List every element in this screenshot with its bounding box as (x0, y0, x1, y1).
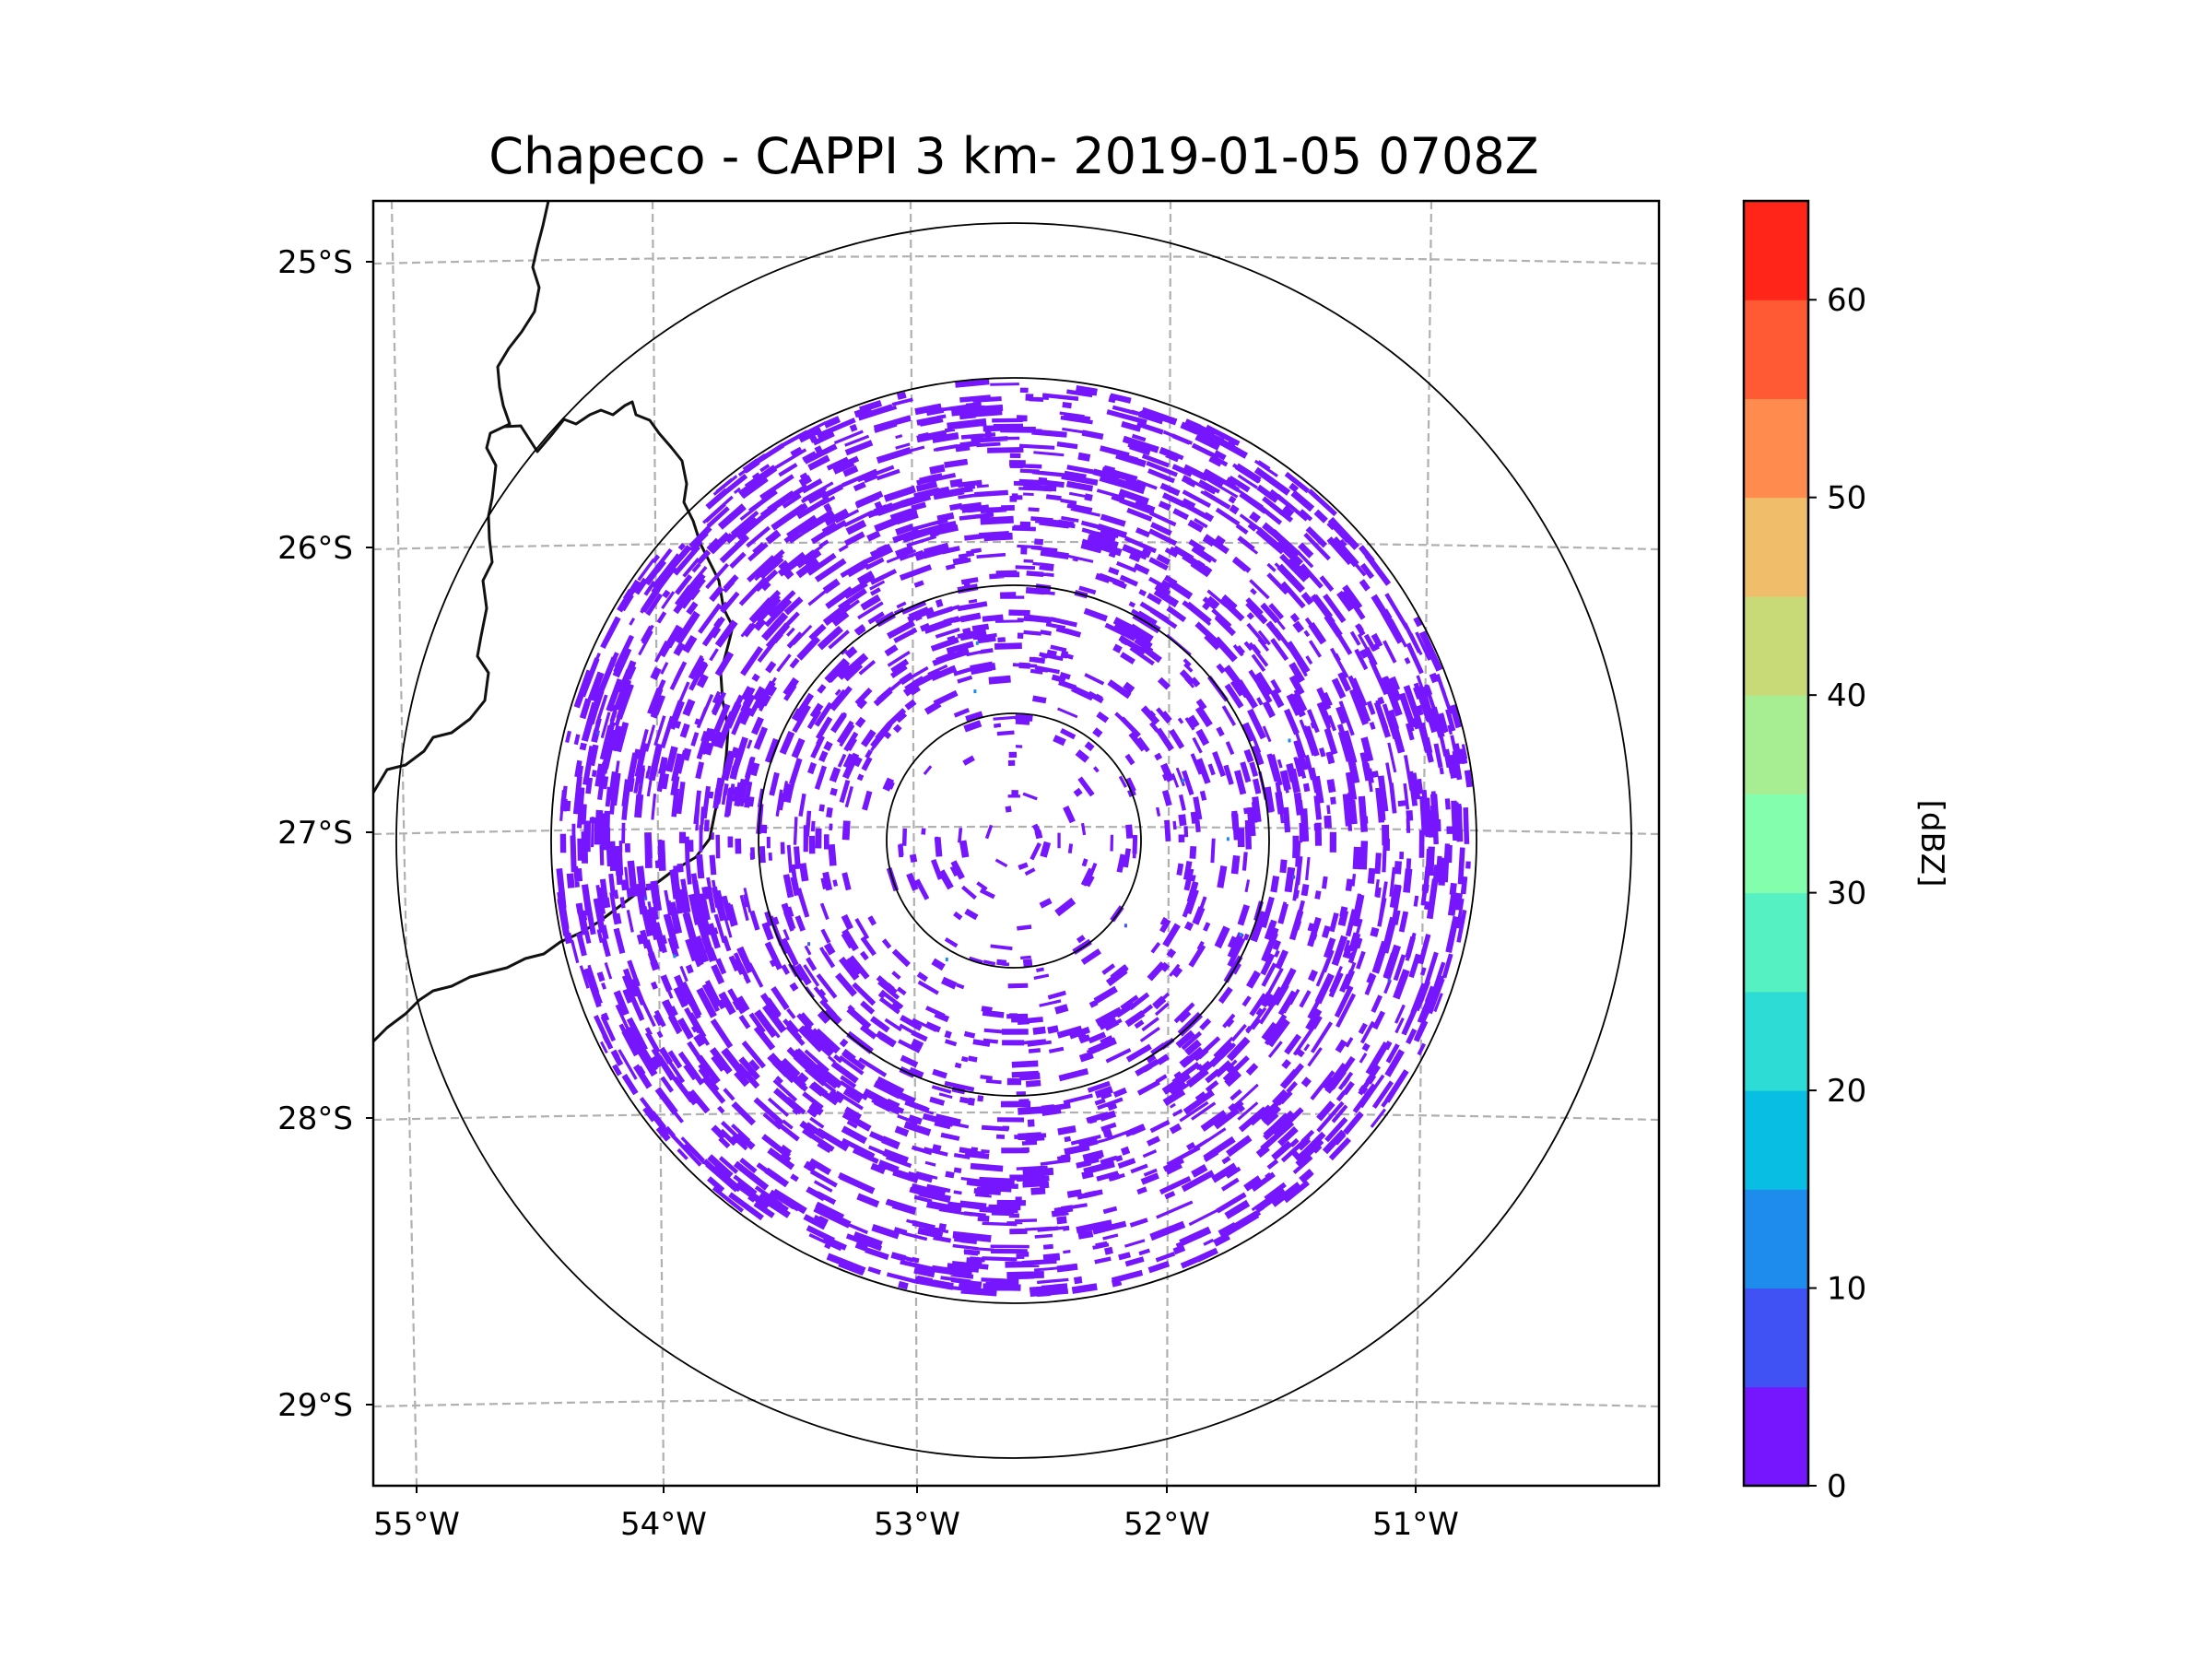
gridlines (373, 201, 1659, 1486)
colorbar-frame (1742, 199, 1810, 1488)
radar-echoes (556, 379, 1473, 1297)
echo-strong (807, 942, 811, 947)
y-tick-label: 29°S (277, 1387, 353, 1424)
y-axis-ticks: 25°S 26°S 27°S 28°S 29°S (277, 244, 373, 1424)
gridline-lon (1165, 201, 1172, 1486)
colorbar-segment (1744, 1288, 1808, 1388)
echo-strong (975, 641, 979, 645)
colorbar-segment (1744, 695, 1808, 794)
gridline-lon (651, 201, 665, 1486)
colorbar-segment (1744, 1386, 1808, 1487)
gridline-lon (909, 201, 919, 1486)
gridline-lon (1414, 201, 1433, 1486)
x-tick-label: 52°W (1124, 1506, 1210, 1543)
colorbar-segment (1744, 398, 1808, 499)
echo-strong (1288, 738, 1291, 743)
range-rings (395, 222, 1632, 1459)
x-tick-label: 53°W (874, 1506, 960, 1543)
colorbar-segment (1744, 201, 1808, 300)
colorbar-segment (1744, 892, 1808, 993)
colorbar-segment (1744, 794, 1808, 894)
x-tick-label: 54°W (620, 1506, 707, 1543)
colorbar-tick-label: 60 (1827, 282, 1866, 319)
colorbar-segment (1744, 991, 1808, 1091)
colorbar-segment (1744, 497, 1808, 597)
echo-strong (1182, 778, 1185, 782)
echo-strong (1239, 933, 1242, 937)
gridline-lon (390, 201, 418, 1486)
x-axis-ticks: 55°W 54°W 53°W 52°W 51°W (373, 1486, 1459, 1543)
x-tick-label: 55°W (373, 1506, 460, 1543)
echo-cluster (556, 379, 1473, 1297)
colorbar-segment (1744, 1189, 1808, 1289)
y-tick-label: 28°S (277, 1100, 353, 1137)
echo-strong (945, 958, 948, 961)
colorbar-tick-label: 50 (1827, 480, 1866, 517)
colorbar: 0 10 20 30 40 50 60 (1742, 199, 1866, 1505)
y-tick-label: 25°S (277, 244, 353, 281)
y-tick-label: 26°S (277, 530, 353, 567)
colorbar-tick-label: 30 (1827, 876, 1866, 912)
echo-strong (973, 689, 977, 694)
colorbar-tick-label: 0 (1827, 1468, 1847, 1505)
y-tick-label: 27°S (277, 815, 353, 852)
border-paraguay-brazil (373, 201, 550, 794)
colorbar-segment (1744, 595, 1808, 696)
x-tick-label: 51°W (1372, 1506, 1459, 1543)
range-ring-150km (550, 377, 1477, 1304)
colorbar-tick-label: 10 (1827, 1271, 1866, 1308)
echo-strong (673, 954, 677, 959)
map-frame (371, 199, 1661, 1488)
colorbar-segment (1744, 300, 1808, 399)
echo-strong (1292, 875, 1296, 879)
colorbar-tick-label: 20 (1827, 1073, 1866, 1110)
colorbar-label: [dBZ] (1913, 800, 1950, 888)
echo-strong (1226, 837, 1230, 841)
map-area (373, 201, 1659, 1486)
range-ring-50km (886, 712, 1142, 969)
colorbar-tick-label: 40 (1827, 677, 1866, 714)
echo-strong (644, 896, 648, 900)
echo-strong (596, 731, 600, 735)
echo-strong (1387, 978, 1391, 982)
colorbar-segment (1744, 1090, 1808, 1190)
range-ring-250km (395, 222, 1632, 1459)
echo-strong (1124, 924, 1127, 928)
range-ring-100km (758, 584, 1270, 1097)
chart-title: Chapeco - CAPPI 3 km- 2019-01-05 0708Z (488, 127, 1538, 185)
